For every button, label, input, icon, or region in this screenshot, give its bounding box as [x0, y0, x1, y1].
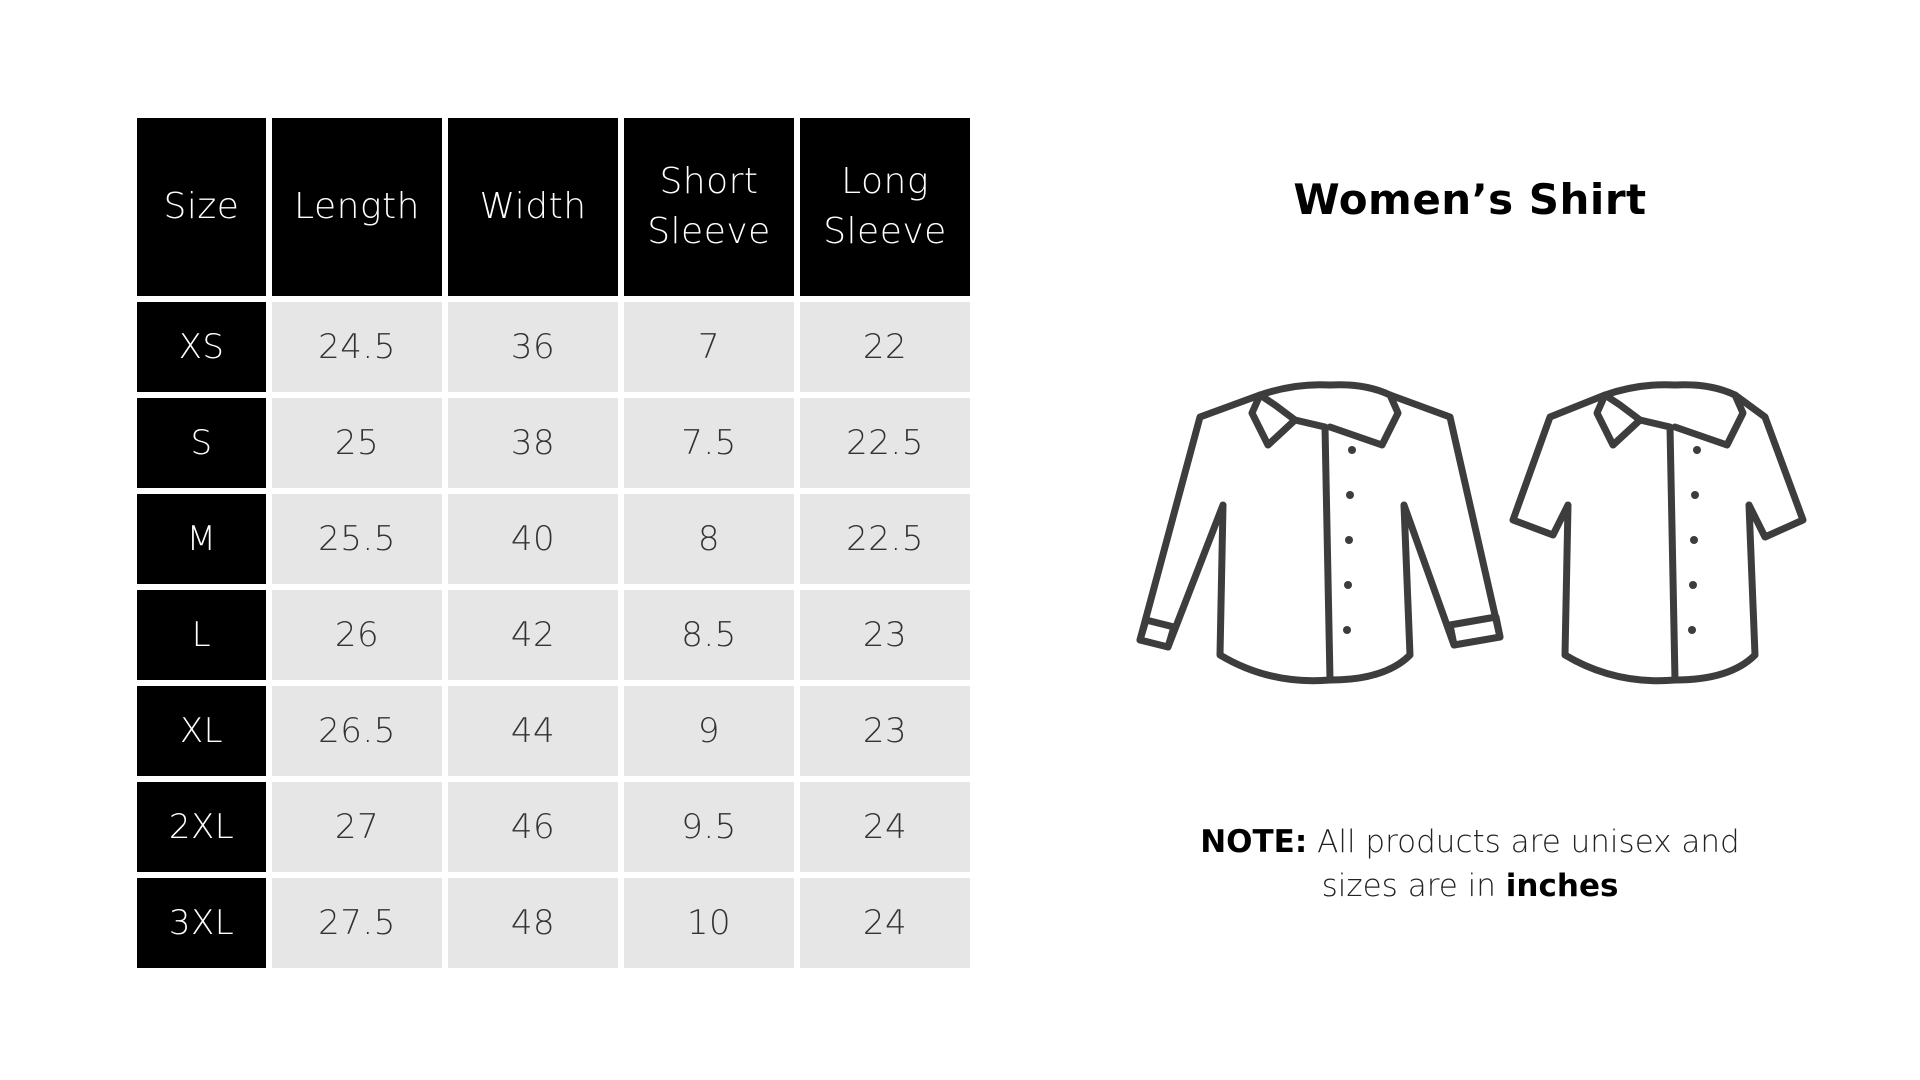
width-cell: 44: [448, 686, 618, 776]
header-long-sleeve-line-1: Long: [841, 161, 929, 202]
table-row: XS 24.5 36 7 22: [137, 302, 970, 392]
unisex-note: NOTE: All products are unisex and sizes …: [1160, 820, 1780, 908]
size-cell: S: [137, 398, 266, 488]
long-sleeve-cell: 24: [800, 782, 970, 872]
long-sleeve-cell: 23: [800, 686, 970, 776]
table-body: XS 24.5 36 7 22 S 25 38 7.5 22.5 M 25.5 …: [137, 302, 970, 968]
size-cell: 2XL: [137, 782, 266, 872]
header-short-sleeve-line-2: Sleeve: [647, 211, 771, 252]
long-sleeve-cell: 22: [800, 302, 970, 392]
long-sleeve-cell: 23: [800, 590, 970, 680]
size-table: Size Length Width Short Sleeve Long Slee…: [131, 112, 976, 974]
size-cell: XL: [137, 686, 266, 776]
note-emphasis: inches: [1505, 868, 1619, 904]
length-cell: 27: [272, 782, 442, 872]
short-sleeve-cell: 9.5: [624, 782, 794, 872]
short-sleeve-cell: 8.5: [624, 590, 794, 680]
width-cell: 42: [448, 590, 618, 680]
table-row: 3XL 27.5 48 10 24: [137, 878, 970, 968]
header-short-sleeve: Short Sleeve: [624, 118, 794, 296]
short-sleeve-cell: 9: [624, 686, 794, 776]
length-cell: 26: [272, 590, 442, 680]
size-cell: 3XL: [137, 878, 266, 968]
header-long-sleeve-line-2: Sleeve: [823, 211, 947, 252]
header-short-sleeve-line-1: Short: [659, 161, 759, 202]
width-cell: 40: [448, 494, 618, 584]
table-row: L 26 42 8.5 23: [137, 590, 970, 680]
length-cell: 25: [272, 398, 442, 488]
note-text: All products are unisex and sizes are in: [1307, 824, 1740, 904]
size-cell: L: [137, 590, 266, 680]
length-cell: 25.5: [272, 494, 442, 584]
header-width: Width: [448, 118, 618, 296]
header-long-sleeve: Long Sleeve: [800, 118, 970, 296]
length-cell: 26.5: [272, 686, 442, 776]
shirts-illustration: [1136, 381, 1807, 685]
width-cell: 46: [448, 782, 618, 872]
width-cell: 48: [448, 878, 618, 968]
long-sleeve-cell: 24: [800, 878, 970, 968]
long-sleeve-cell: 22.5: [800, 398, 970, 488]
size-cell: XS: [137, 302, 266, 392]
header-size: Size: [137, 118, 266, 296]
page-title: Women’s Shirt: [1293, 175, 1647, 224]
length-cell: 24.5: [272, 302, 442, 392]
width-cell: 38: [448, 398, 618, 488]
table-row: XL 26.5 44 9 23: [137, 686, 970, 776]
table-row: M 25.5 40 8 22.5: [137, 494, 970, 584]
table-row: S 25 38 7.5 22.5: [137, 398, 970, 488]
long-sleeve-cell: 22.5: [800, 494, 970, 584]
table-row: 2XL 27 46 9.5 24: [137, 782, 970, 872]
short-sleeve-shirt-icon: [1509, 381, 1807, 685]
short-sleeve-cell: 7.5: [624, 398, 794, 488]
note-label: NOTE:: [1200, 824, 1308, 860]
header-length: Length: [272, 118, 442, 296]
short-sleeve-cell: 10: [624, 878, 794, 968]
long-sleeve-shirt-icon: [1136, 381, 1504, 685]
length-cell: 27.5: [272, 878, 442, 968]
table-header-row: Size Length Width Short Sleeve Long Slee…: [137, 118, 970, 296]
short-sleeve-cell: 7: [624, 302, 794, 392]
size-cell: M: [137, 494, 266, 584]
short-sleeve-cell: 8: [624, 494, 794, 584]
width-cell: 36: [448, 302, 618, 392]
